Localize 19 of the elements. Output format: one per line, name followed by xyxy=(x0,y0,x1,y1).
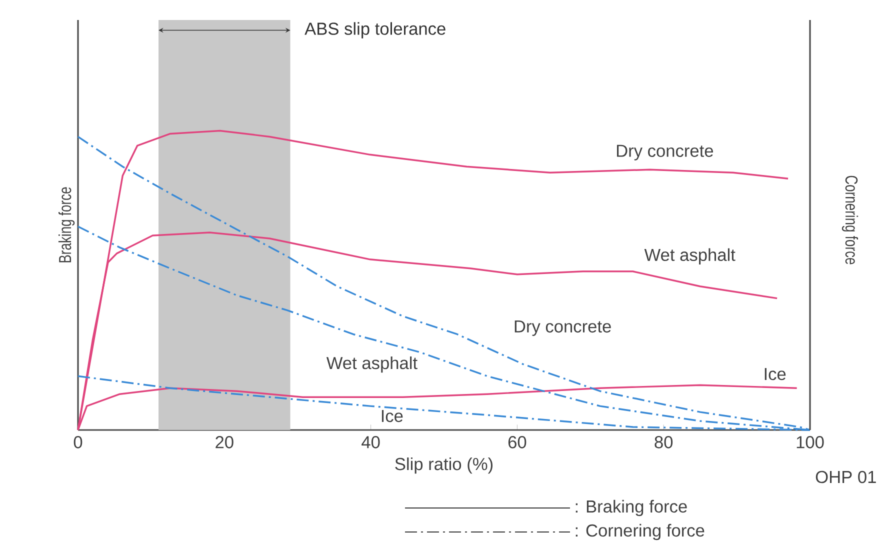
x-axis-title: Slip ratio (%) xyxy=(395,457,493,474)
x-tick-label: 100 xyxy=(796,436,824,448)
series-label: Ice xyxy=(764,368,786,380)
text: : Braking force xyxy=(576,500,687,516)
x-tick-label: 60 xyxy=(508,436,526,448)
series-label: Ice xyxy=(382,410,403,422)
x-tick-label: 0 xyxy=(74,436,82,448)
series-label: Dry concrete xyxy=(616,144,714,160)
series-label: Wet asphalt xyxy=(326,356,418,373)
y2-axis-title: Cornering force xyxy=(842,176,858,264)
series-label: Dry concrete xyxy=(514,320,611,336)
x-tick-label: 40 xyxy=(362,436,380,448)
series-label: Wet asphalt xyxy=(644,248,736,264)
text: : Cornering force xyxy=(576,524,704,540)
x-tick-label: 80 xyxy=(654,436,673,448)
y-axis-title: Braking force xyxy=(58,187,75,262)
band-label: ABS slip tolerance xyxy=(304,22,446,38)
x-tick-label: 20 xyxy=(216,436,234,448)
text: OHP 01 xyxy=(816,470,876,484)
